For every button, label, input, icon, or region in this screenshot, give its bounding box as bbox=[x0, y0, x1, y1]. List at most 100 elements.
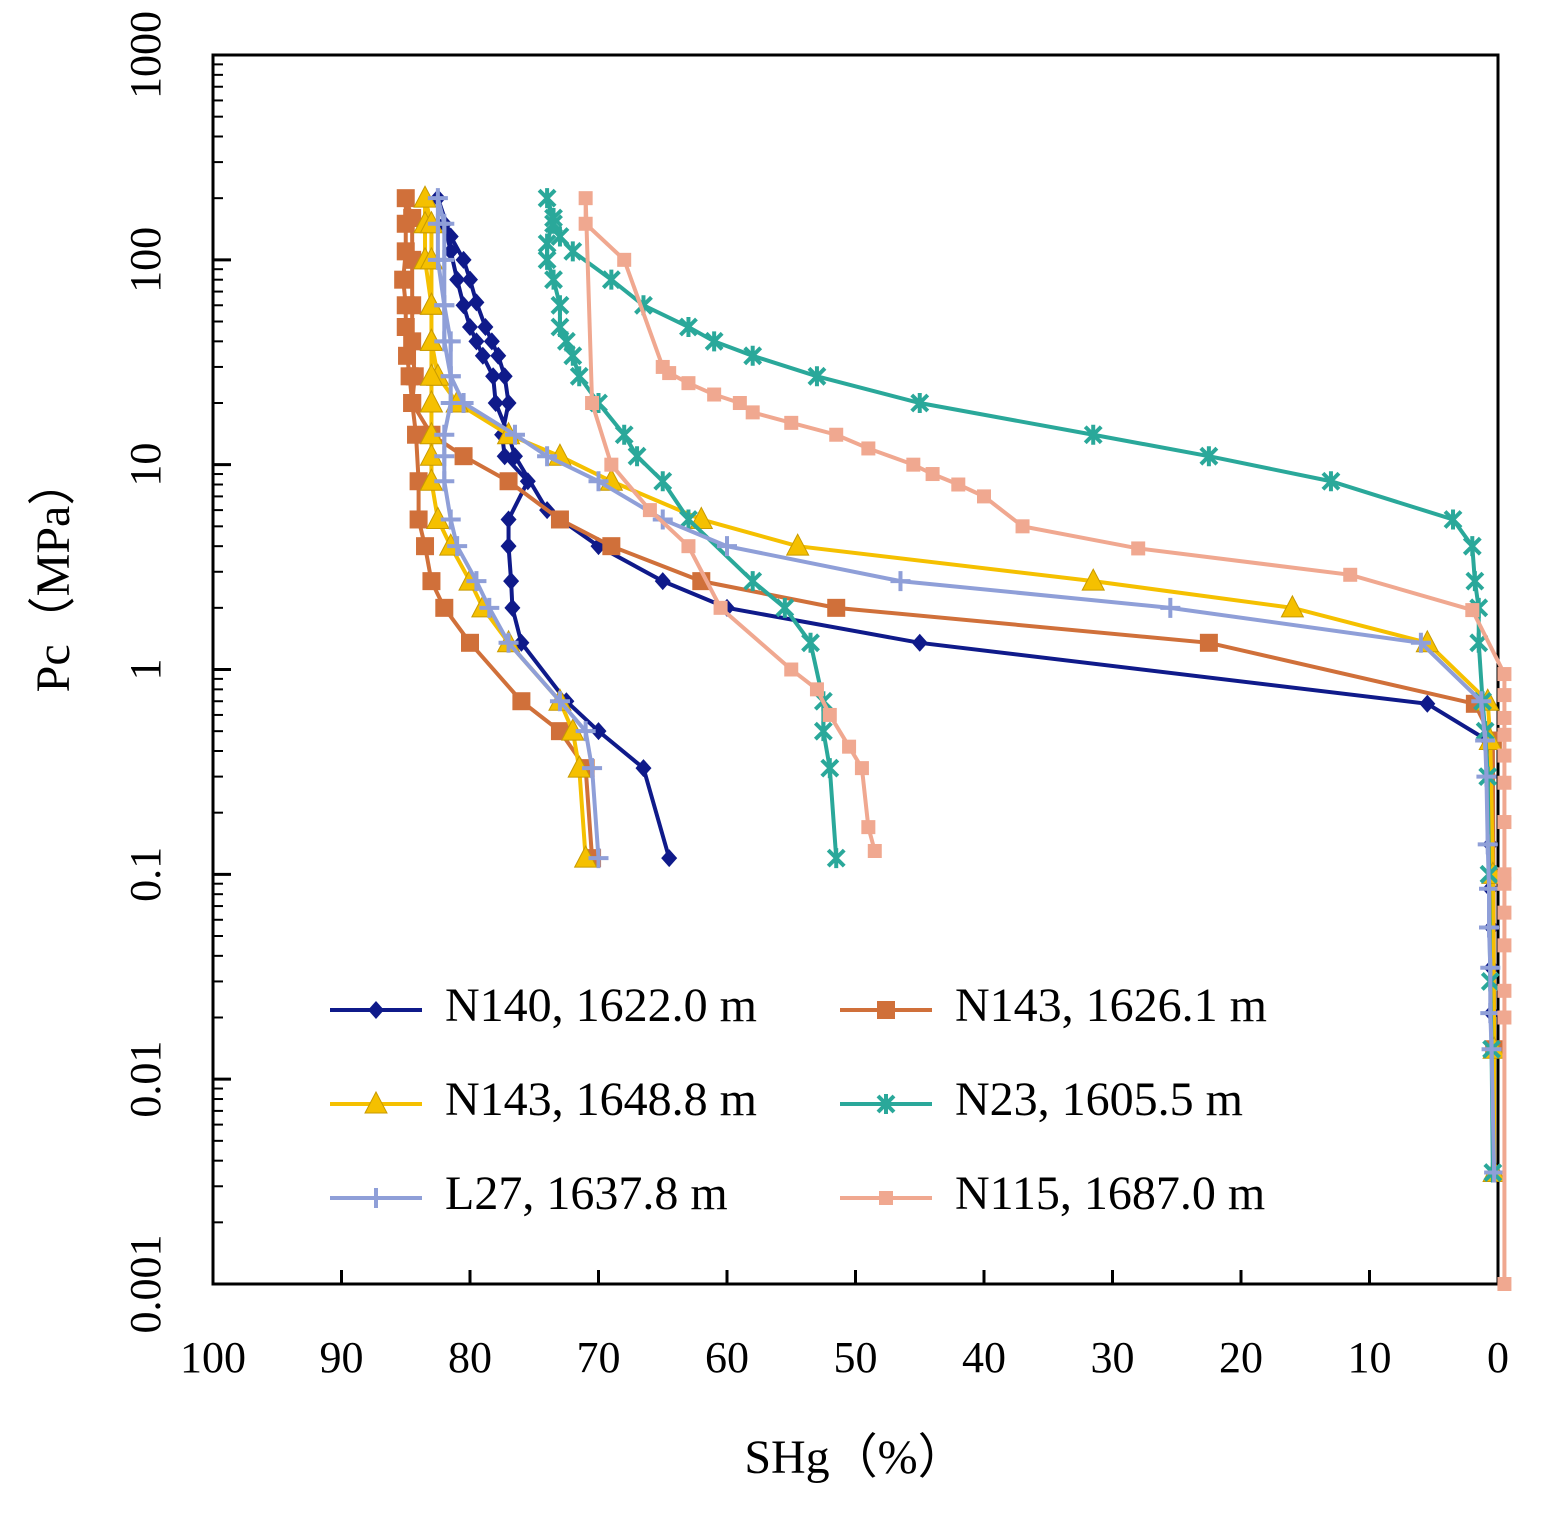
series bbox=[413, 185, 1506, 1183]
marker bbox=[442, 242, 459, 261]
marker bbox=[500, 537, 517, 556]
y-tick-label: 10 bbox=[121, 443, 170, 487]
y-tick-label: 0.001 bbox=[121, 1235, 170, 1334]
marker bbox=[419, 363, 444, 386]
marker bbox=[820, 758, 840, 779]
series-line bbox=[583, 198, 1507, 1284]
marker bbox=[1497, 727, 1512, 742]
marker bbox=[519, 472, 536, 491]
legend-label: N140, 1622.0 m bbox=[445, 979, 757, 1032]
marker bbox=[661, 849, 678, 868]
marker bbox=[842, 739, 857, 754]
marker bbox=[427, 188, 448, 209]
marker bbox=[861, 820, 876, 835]
marker bbox=[490, 346, 507, 365]
marker bbox=[442, 227, 459, 246]
marker bbox=[829, 427, 844, 442]
y-tick-label: 0.01 bbox=[121, 1041, 170, 1118]
marker bbox=[809, 682, 824, 697]
marker bbox=[485, 367, 502, 386]
marker bbox=[689, 506, 714, 529]
x-tick-label: 20 bbox=[1219, 1333, 1263, 1382]
marker bbox=[500, 510, 517, 529]
marker bbox=[801, 632, 820, 653]
marker bbox=[455, 296, 472, 315]
marker bbox=[1481, 1039, 1502, 1060]
marker bbox=[512, 692, 531, 711]
x-tick-label: 100 bbox=[180, 1333, 246, 1382]
marker bbox=[544, 208, 563, 229]
x-tick-label: 90 bbox=[320, 1333, 364, 1382]
x-tick-label: 50 bbox=[834, 1333, 878, 1382]
marker bbox=[732, 396, 747, 411]
marker bbox=[867, 843, 882, 858]
marker bbox=[654, 572, 671, 591]
marker bbox=[544, 269, 563, 290]
marker bbox=[1497, 688, 1512, 703]
marker bbox=[499, 472, 518, 491]
y-tick-label: 0.1 bbox=[121, 847, 170, 902]
marker bbox=[707, 387, 722, 402]
marker bbox=[440, 331, 461, 352]
marker bbox=[743, 571, 763, 592]
marker bbox=[403, 209, 422, 228]
marker bbox=[1465, 571, 1485, 592]
marker bbox=[717, 536, 737, 557]
marker bbox=[1462, 536, 1482, 557]
marker bbox=[1199, 446, 1219, 467]
marker bbox=[785, 533, 810, 556]
marker bbox=[642, 503, 657, 518]
marker bbox=[422, 572, 441, 591]
marker bbox=[826, 848, 846, 869]
marker bbox=[496, 367, 513, 386]
marker bbox=[434, 471, 455, 492]
marker bbox=[679, 316, 698, 337]
marker bbox=[582, 758, 603, 779]
legend-marker bbox=[364, 1090, 388, 1114]
marker bbox=[627, 446, 647, 467]
marker bbox=[434, 295, 455, 316]
marker bbox=[1480, 1003, 1501, 1024]
marker bbox=[1497, 905, 1512, 920]
marker bbox=[588, 471, 609, 492]
marker bbox=[498, 632, 519, 653]
marker bbox=[466, 571, 487, 592]
marker bbox=[910, 393, 930, 414]
marker bbox=[500, 394, 517, 413]
marker bbox=[454, 447, 473, 466]
series bbox=[537, 188, 1503, 1183]
marker bbox=[588, 848, 609, 869]
series bbox=[578, 191, 1512, 1291]
marker bbox=[468, 332, 485, 351]
marker bbox=[434, 424, 455, 445]
marker bbox=[455, 250, 472, 269]
marker bbox=[653, 471, 673, 492]
marker bbox=[1199, 633, 1218, 652]
marker bbox=[440, 366, 461, 387]
x-axis-label: SHg（%） bbox=[744, 1431, 965, 1484]
marker bbox=[1497, 748, 1512, 763]
marker bbox=[435, 598, 454, 617]
marker bbox=[784, 415, 799, 430]
marker bbox=[655, 359, 670, 374]
marker bbox=[537, 446, 558, 467]
marker bbox=[1497, 1010, 1512, 1025]
y-tick-label: 1000 bbox=[121, 11, 170, 99]
marker bbox=[977, 489, 991, 504]
marker bbox=[906, 457, 921, 472]
marker bbox=[496, 447, 513, 466]
marker bbox=[681, 539, 696, 554]
marker bbox=[635, 759, 652, 778]
legend-label: N23, 1605.5 m bbox=[955, 1073, 1243, 1126]
marker bbox=[549, 691, 570, 712]
marker bbox=[1480, 957, 1501, 978]
marker bbox=[1497, 867, 1512, 882]
marker bbox=[440, 509, 461, 530]
marker bbox=[813, 721, 833, 742]
marker bbox=[681, 376, 696, 391]
marker bbox=[504, 424, 525, 445]
marker bbox=[1484, 1162, 1505, 1183]
legend-label: L27, 1637.8 m bbox=[445, 1167, 728, 1220]
marker bbox=[604, 457, 619, 472]
